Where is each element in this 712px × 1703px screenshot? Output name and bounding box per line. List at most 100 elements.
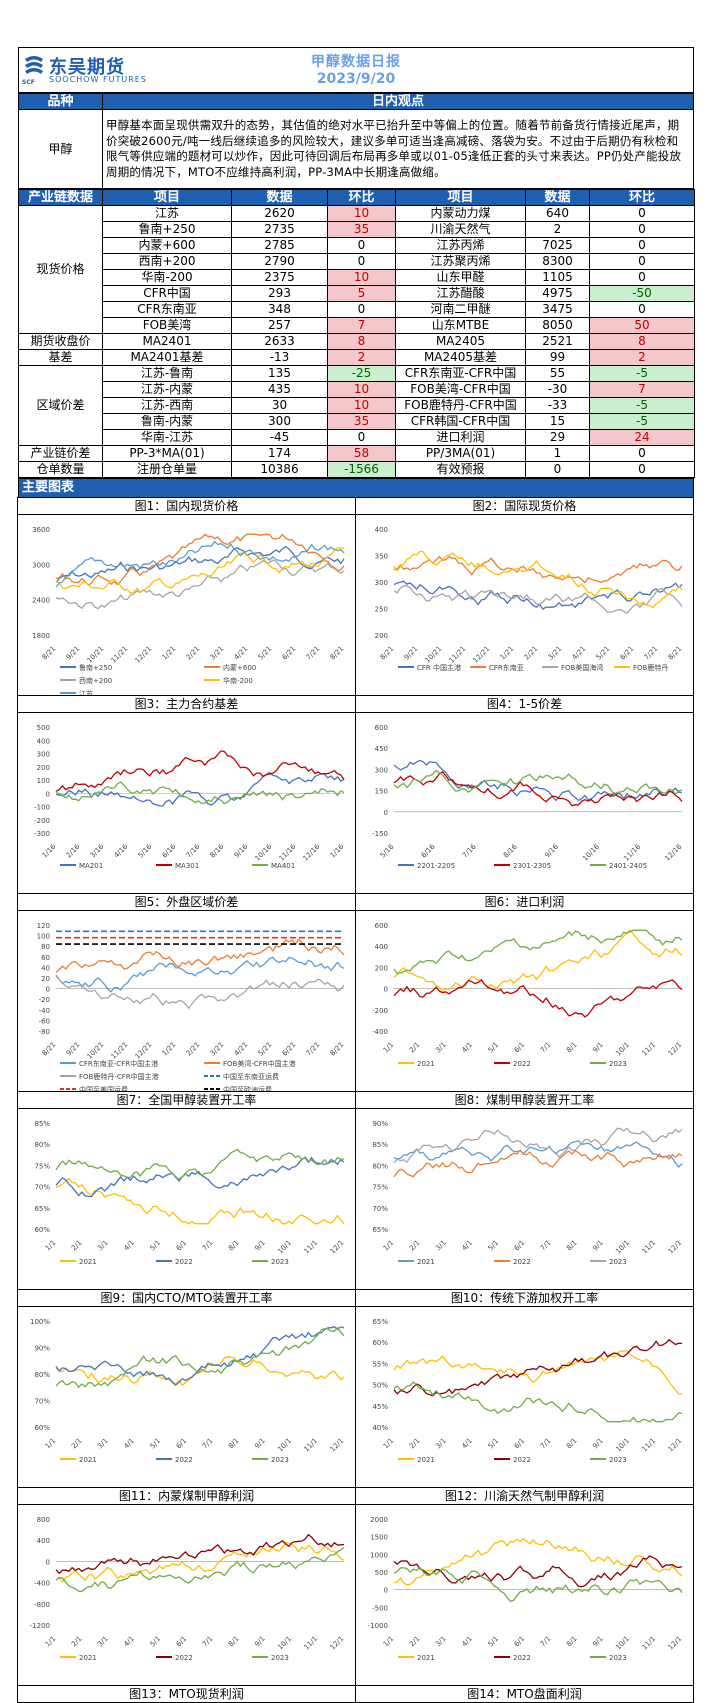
x-tick-label: 11/1 (302, 1437, 319, 1454)
x-tick-label: 11/21 (109, 1041, 129, 1061)
x-tick-label: 2/16 (65, 842, 82, 859)
x-tick-label: 2/1 (408, 1239, 422, 1253)
change-cell: 0 (589, 221, 695, 238)
item-cell: 江苏 (102, 205, 232, 222)
change-cell: 0 (327, 237, 396, 254)
x-tick-label: 7/16 (185, 842, 202, 859)
change-cell: -50 (589, 285, 695, 302)
item-cell: MA2401基差 (102, 349, 232, 366)
x-tick-label: 2/1 (408, 1635, 422, 1649)
chart-svg: 85% 80% 75% 70% 65% 60% 1/1 2/1 3/1 4/1 5/1 6/1 7/1 8… (34, 1120, 346, 1266)
y-tick-label: 0 (384, 986, 388, 994)
legend-label: 2021 (417, 1456, 435, 1464)
x-tick-label: 5/21 (257, 1041, 274, 1058)
legend-label: 2022 (175, 1654, 193, 1662)
series-line (393, 555, 683, 584)
x-tick-label: 11/1 (640, 1041, 657, 1058)
change-cell: -5 (589, 397, 695, 414)
value-cell: 3475 (525, 301, 590, 318)
x-tick-label: 9/1 (591, 1635, 605, 1649)
table-header-3: 环比 (327, 189, 396, 206)
y-tick-label: 65% (34, 1205, 50, 1213)
x-tick-label: 1/1 (44, 1437, 58, 1451)
x-tick-label: 1/1 (382, 1041, 396, 1055)
item-cell: 华南-江苏 (102, 429, 232, 446)
legend-label: MA301 (175, 862, 199, 870)
y-tick-label: 100 (37, 777, 50, 785)
change-cell: 10 (327, 381, 396, 398)
x-tick-label: 4/21 (233, 1041, 250, 1058)
series-line (55, 1326, 345, 1389)
report-header: 东吴期货 SOOCHOW FUTURES SCF 甲醇数据日报 2023/9/2… (18, 47, 694, 93)
x-tick-label: 2/21 (185, 1041, 202, 1058)
x-tick-label: 12/21 (133, 1041, 153, 1061)
chart-svg: 600 400 200 0 -200 -400 1/1 2/1 3/1 4/1 5/1 6/1 7/1 8… (372, 922, 684, 1068)
legend-label: 2022 (175, 1258, 193, 1266)
x-tick-label: 8/1 (565, 1635, 579, 1649)
item-cell: 鲁南-内蒙 (102, 413, 232, 430)
item-cell: MA2405 (395, 333, 526, 350)
table-row: 鲁南-内蒙 300 35 CFR韩国-CFR中国 15 -5 (19, 413, 695, 430)
change-cell: 35 (327, 413, 396, 430)
section-title: 主要图表 (18, 478, 694, 498)
change-cell: 35 (327, 221, 396, 238)
chart-caption: 图3：主力合约基差 (17, 695, 356, 713)
y-tick-label: 60 (41, 954, 50, 962)
change-cell: 0 (589, 445, 695, 462)
x-tick-label: 1/21 (499, 645, 516, 662)
x-tick-label: 8/1 (227, 1437, 241, 1451)
x-tick-label: 3/1 (434, 1239, 448, 1253)
value-cell: -45 (231, 429, 328, 446)
item-cell: FOB鹿特丹-CFR中国 (395, 397, 526, 414)
item-cell: 河南二甲醚 (395, 301, 526, 318)
y-tick-label: 45% (372, 1403, 388, 1411)
y-tick-label: 60% (372, 1339, 388, 1347)
chart-svg: 800 400 0 -400 -800 -1200 1/1 2/1 3/1 4/1 5/1 6/1 7/… (30, 1516, 346, 1662)
legend-label: CFR东南亚-CFR中国主港 (79, 1059, 158, 1068)
item-cell: MA2405基差 (395, 349, 526, 366)
x-tick-label: 11/16 (277, 842, 297, 862)
legend-label: 2021 (79, 1258, 97, 1266)
table-header-1: 项目 (102, 189, 232, 206)
legend-label: 2022 (513, 1654, 531, 1662)
legend-label: 2023 (609, 1654, 627, 1662)
series-line (55, 975, 345, 1010)
x-tick-label: 6/21 (619, 645, 636, 662)
logo-text: 东吴期货 (49, 57, 125, 78)
y-tick-label: 400 (37, 1537, 50, 1545)
x-tick-label: 9/21 (403, 645, 420, 662)
chart-caption: 图6：进口利润 (355, 893, 694, 911)
item-cell: PP-3*MA(01) (102, 445, 232, 462)
x-tick-label: 12/16 (663, 842, 683, 862)
item-cell: FOB美湾 (102, 317, 232, 334)
x-tick-label: 12/1 (667, 1041, 684, 1058)
y-tick-label: 1000 (370, 1551, 388, 1559)
x-tick-label: 2/1 (408, 1041, 422, 1055)
change-cell: 7 (327, 317, 396, 334)
x-tick-label: 9/21 (65, 1041, 82, 1058)
y-tick-label: 3600 (32, 526, 50, 534)
y-tick-label: 80% (34, 1371, 50, 1379)
change-cell: -5 (589, 413, 695, 430)
value-cell: 2375 (231, 269, 328, 286)
change-cell: 2 (589, 349, 695, 366)
value-cell: 2 (525, 221, 590, 238)
x-tick-label: 5/1 (149, 1635, 163, 1649)
y-tick-label: -500 (372, 1604, 388, 1612)
x-tick-label: 4/1 (460, 1239, 474, 1253)
item-cell: CFR中国 (102, 285, 232, 302)
y-tick-label: -100 (34, 804, 50, 812)
y-tick-label: 200 (375, 632, 388, 640)
change-cell: 0 (589, 205, 695, 222)
chart-svg: 3600 3000 2400 1800 8/21 9/21 10/21 11/21 12/21 1… (32, 526, 345, 695)
y-tick-label: 0 (384, 809, 388, 817)
y-tick-label: 0 (46, 986, 50, 994)
series-line (393, 769, 683, 796)
series-line (55, 559, 345, 610)
legend-label: FOB鹿特丹 (633, 663, 668, 672)
y-tick-label: -40 (39, 1007, 50, 1015)
view-table: 品种 日内观点 甲醇 甲醇基本面呈现供需双升的态势，其估值的绝对水平已抬升至中等… (18, 93, 694, 189)
chart-svg: 65% 60% 55% 50% 45% 40% 1/1 2/1 3/1 4/1 5/1 6/1 7/1 8… (372, 1318, 683, 1464)
item-cell: PP/3MA(01) (395, 445, 526, 462)
x-tick-label: 12/1 (329, 1239, 346, 1256)
